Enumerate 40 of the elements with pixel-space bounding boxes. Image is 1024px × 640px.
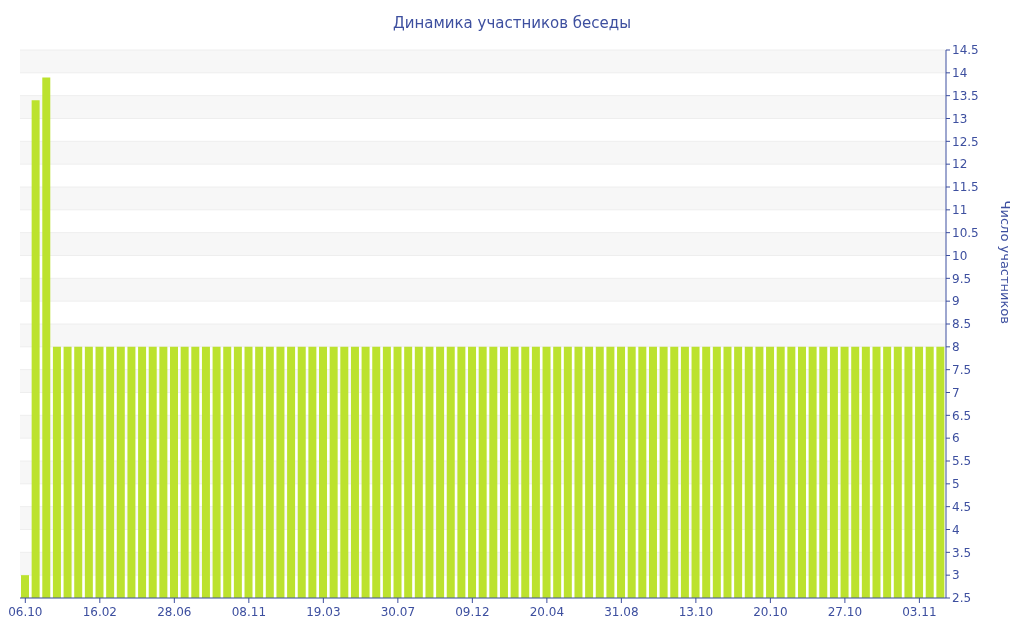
- y-tick-label: 12.5: [952, 134, 979, 149]
- x-tick-label: 20.10: [753, 605, 788, 619]
- y-tick-label: 13.5: [952, 88, 979, 103]
- y-tick-label: 2.5: [952, 591, 972, 606]
- x-tick-label: 20.04: [529, 605, 565, 619]
- y-axis-title: Число участников: [998, 200, 1014, 324]
- chart-title: Динамика участников беседы: [391, 13, 632, 34]
- x-tick-label: 27.10: [827, 605, 863, 619]
- y-tick-label: 14.5: [952, 43, 979, 58]
- y-tick-label: 8: [952, 340, 960, 355]
- y-tick-label: 10: [952, 248, 968, 263]
- x-tick-label: 28.06: [157, 605, 192, 619]
- y-tick-label: 9: [952, 294, 960, 309]
- y-tick-label: 5.5: [952, 454, 972, 469]
- y-tick-label: 3.5: [952, 545, 972, 560]
- y-tick-label: 9.5: [952, 271, 972, 286]
- y-tick-label: 5: [952, 477, 960, 492]
- y-tick-label: 11.5: [952, 180, 979, 195]
- y-tick-label: 7: [952, 385, 960, 400]
- y-tick-label: 6: [952, 431, 960, 446]
- y-tick-label: 12: [952, 157, 968, 172]
- x-tick-label: 06.10: [8, 605, 43, 619]
- y-tick-label: 14: [952, 66, 968, 81]
- x-tick-label: 08.11: [231, 605, 267, 619]
- x-tick-label: 30.07: [380, 605, 416, 619]
- x-tick-label: 19.03: [306, 605, 341, 619]
- y-tick-label: 4: [952, 522, 960, 537]
- y-tick-label: 13: [952, 111, 968, 126]
- y-tick-label: 4.5: [952, 499, 972, 514]
- y-tick-label: 10.5: [952, 225, 979, 240]
- y-tick-label: 11: [952, 203, 968, 218]
- x-tick-label: 09.12: [455, 605, 490, 619]
- y-tick-label: 3: [952, 568, 960, 583]
- x-tick-label: 31.08: [604, 605, 639, 619]
- y-tick-label: 7.5: [952, 362, 972, 377]
- y-tick-label: 8.5: [952, 317, 972, 332]
- x-tick-label: 03.11: [902, 605, 937, 619]
- y-tick-label: 6.5: [952, 408, 972, 423]
- x-tick-label: 13.10: [678, 605, 714, 619]
- x-tick-label: 16.02: [82, 605, 118, 619]
